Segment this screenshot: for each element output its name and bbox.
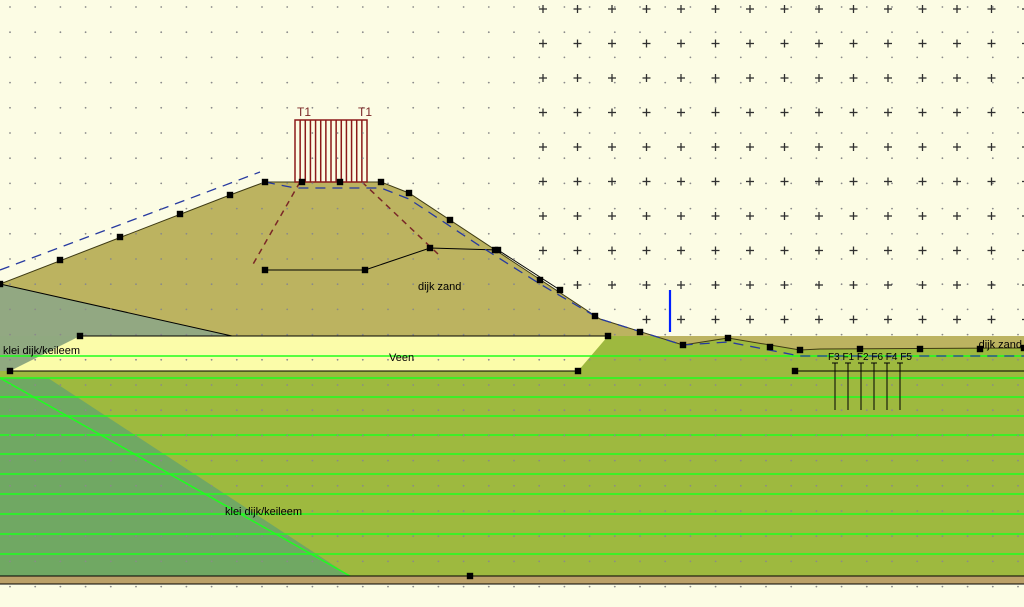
label-f-group: F3 F1 F2 F6 F4 F5	[828, 352, 912, 363]
label-klei-keileem-left: klei dijk/keileem	[3, 345, 80, 357]
label-t1-right: T1	[358, 105, 372, 119]
label-t1-left: T1	[297, 105, 311, 119]
label-veen: Veen	[389, 352, 414, 364]
label-dijk-zand-main: dijk zand	[418, 281, 461, 293]
label-klei-keileem-bottom: klei dijk/keileem	[225, 506, 302, 518]
label-dijk-zand-right: dijk zand	[979, 339, 1022, 351]
